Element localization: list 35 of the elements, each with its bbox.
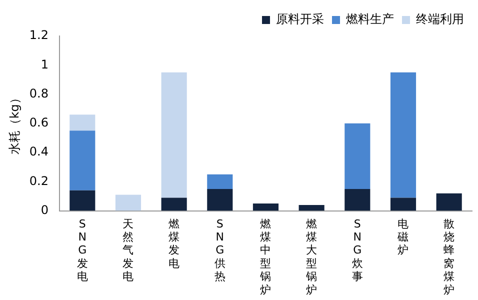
x-tick-label: 散烧蜂窝煤炉	[444, 217, 455, 296]
bar	[70, 190, 96, 211]
bar	[161, 72, 187, 198]
y-axis-title: 水耗（kg）	[7, 92, 22, 155]
y-tick-label: 1.2	[29, 28, 48, 42]
bar	[298, 204, 324, 211]
x-tick-label: SNG发电	[76, 217, 88, 284]
x-tick-label: 燃煤中型锅炉	[259, 217, 272, 296]
bar	[436, 193, 462, 211]
x-tick-label: SNG供热	[214, 217, 226, 284]
y-tick-label: 0.2	[29, 174, 48, 188]
y-tick-label: 1	[40, 57, 48, 72]
y-tick-label: 0.6	[29, 116, 48, 130]
x-tick-label: SNG炊事	[352, 217, 363, 284]
y-tick-label: 0	[40, 202, 48, 217]
y-tick-label: 0.8	[29, 86, 48, 100]
legend-label: 燃料生产	[346, 12, 394, 26]
bar	[344, 123, 370, 189]
y-tick-label: 0.4	[29, 144, 48, 159]
bar	[207, 188, 233, 211]
bar	[161, 198, 187, 211]
x-tick-label: 天然气发电	[122, 217, 134, 284]
bar	[390, 198, 416, 211]
bar	[207, 174, 233, 189]
bar	[115, 194, 142, 211]
x-tick-label: 燃煤发电	[168, 217, 180, 270]
x-tick-label: 燃煤大型锅炉	[305, 217, 318, 296]
x-tick-label: 电磁炉	[396, 217, 409, 257]
bar	[70, 114, 96, 131]
bar	[344, 188, 370, 211]
legend-label: 终端利用	[416, 12, 464, 26]
bar	[70, 130, 96, 190]
bar	[390, 72, 416, 198]
legend-label: 原料开采	[276, 12, 324, 26]
bar	[252, 204, 279, 211]
